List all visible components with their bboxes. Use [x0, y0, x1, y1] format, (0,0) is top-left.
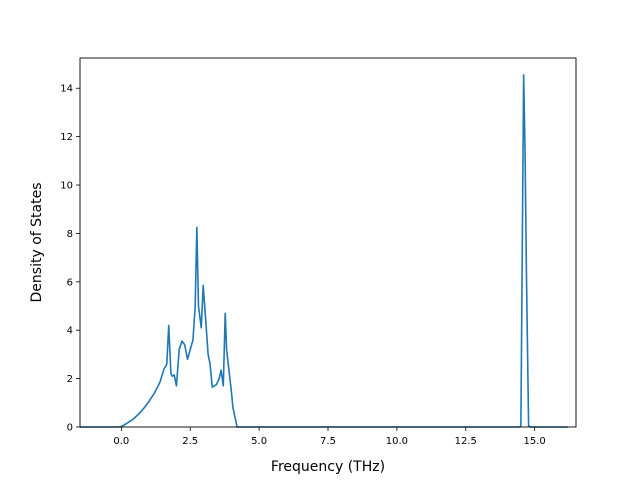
y-tick-label: 6	[67, 277, 73, 288]
axes-frame	[79, 57, 577, 428]
y-tick-label: 8	[67, 229, 73, 240]
y-axis-ticks: 0 2 4 6 8 10 12 14	[60, 84, 80, 434]
x-tick-label: 15.0	[524, 436, 546, 447]
x-tick-label: 2.5	[182, 436, 198, 447]
y-tick-label: 14	[60, 84, 73, 95]
y-tick-label: 10	[60, 181, 73, 192]
x-axis-label: Frequency (THz)	[271, 459, 385, 475]
y-tick-label: 4	[67, 326, 73, 337]
y-axis-label: Density of States	[29, 183, 45, 303]
x-tick-label: 5.0	[251, 436, 267, 447]
x-tick-label: 0.0	[113, 436, 129, 447]
x-axis-ticks: 0.0 2.5 5.0 7.5 10.0 12.5 15.0	[113, 427, 546, 447]
y-tick-label: 0	[67, 423, 73, 434]
x-tick-label: 12.5	[455, 436, 477, 447]
series-line	[80, 74, 568, 428]
x-tick-label: 10.0	[386, 436, 408, 447]
y-tick-label: 12	[60, 132, 73, 143]
plot-area	[80, 74, 568, 428]
y-tick-label: 2	[67, 374, 73, 385]
x-tick-label: 7.5	[320, 436, 336, 447]
